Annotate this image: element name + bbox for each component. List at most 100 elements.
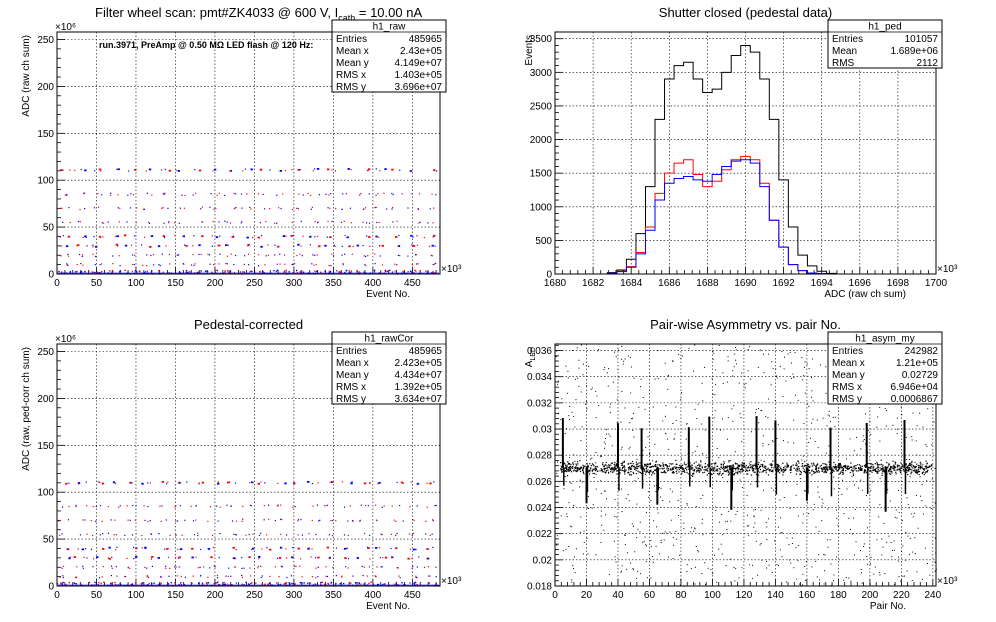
data-point [855, 464, 857, 467]
data-point [192, 253, 194, 256]
data-point [119, 270, 122, 272]
data-point [219, 253, 221, 255]
data-point [777, 465, 779, 467]
data-point [711, 467, 713, 470]
data-point [754, 471, 756, 473]
data-point [395, 236, 398, 238]
data-point [791, 537, 793, 539]
data-point [583, 530, 585, 532]
data-point [832, 468, 834, 470]
y-tick-label: 0.022 [527, 529, 552, 540]
data-point [773, 489, 775, 491]
data-point [185, 271, 187, 274]
data-point [572, 489, 574, 491]
data-point [582, 553, 584, 555]
data-point [560, 462, 562, 464]
data-point [110, 565, 113, 567]
data-point [836, 517, 838, 519]
data-point [143, 505, 145, 507]
data-point [227, 244, 229, 246]
data-point [883, 471, 885, 473]
data-point [347, 558, 350, 560]
y-axis-label: Events [524, 35, 535, 66]
data-point [589, 469, 591, 471]
data-point [866, 555, 868, 557]
data-point [153, 582, 155, 584]
data-point [414, 254, 417, 256]
data-point [694, 528, 696, 530]
stats-row-label: RMS y [336, 394, 366, 405]
data-point [637, 467, 639, 470]
data-point [832, 416, 834, 418]
data-point [394, 270, 396, 272]
data-point [931, 478, 933, 480]
y-tick-label: 200 [37, 82, 54, 93]
data-point [283, 271, 285, 274]
data-point [826, 466, 828, 468]
data-point [295, 565, 297, 568]
data-point [86, 557, 88, 559]
data-point [708, 472, 710, 475]
data-point [633, 525, 635, 527]
data-point [109, 194, 112, 196]
data-point [833, 470, 835, 472]
data-point [114, 483, 117, 485]
data-point [752, 464, 754, 466]
data-point [599, 470, 601, 472]
data-point [663, 464, 665, 466]
data-point [872, 481, 874, 483]
data-point [754, 463, 756, 465]
data-point [924, 547, 926, 549]
data-point [107, 557, 110, 559]
data-point [813, 463, 815, 465]
data-point [402, 270, 404, 273]
data-point [432, 546, 434, 549]
data-point [828, 466, 830, 468]
data-point [279, 518, 282, 520]
data-point [579, 469, 581, 471]
data-point [219, 244, 221, 247]
data-point [863, 532, 865, 534]
data-point [757, 463, 759, 466]
data-point [621, 390, 623, 392]
data-point [274, 244, 276, 246]
data-point [718, 548, 720, 550]
data-point [777, 470, 780, 472]
data-point [678, 353, 680, 355]
data-point [728, 461, 730, 463]
data-point [903, 470, 905, 472]
x-exponent: ×10³ [441, 264, 462, 275]
data-point [363, 566, 365, 568]
data-point [648, 472, 650, 474]
data-point [557, 522, 559, 524]
data-point [263, 504, 265, 507]
data-point [677, 467, 680, 469]
data-point [653, 473, 655, 475]
data-point [865, 472, 867, 474]
data-point [583, 467, 585, 469]
data-point [260, 565, 262, 567]
data-point [838, 463, 840, 465]
data-point [190, 264, 193, 266]
data-point [233, 271, 235, 274]
data-point [587, 496, 589, 498]
data-point [78, 483, 80, 485]
data-point [772, 368, 774, 370]
data-point [782, 471, 784, 473]
x-tick-label: 100 [704, 590, 721, 601]
data-point [898, 556, 900, 558]
data-point [588, 473, 591, 475]
data-point [74, 169, 76, 172]
data-point [150, 235, 154, 238]
data-point [899, 469, 902, 471]
data-point [582, 374, 584, 376]
data-point [431, 193, 433, 195]
data-point [396, 264, 398, 266]
data-point [178, 222, 180, 224]
data-point [869, 509, 871, 511]
data-point [876, 467, 879, 469]
data-point [115, 534, 117, 536]
data-point [210, 193, 212, 195]
data-point [162, 206, 164, 209]
y-tick-label: 2500 [530, 101, 553, 112]
